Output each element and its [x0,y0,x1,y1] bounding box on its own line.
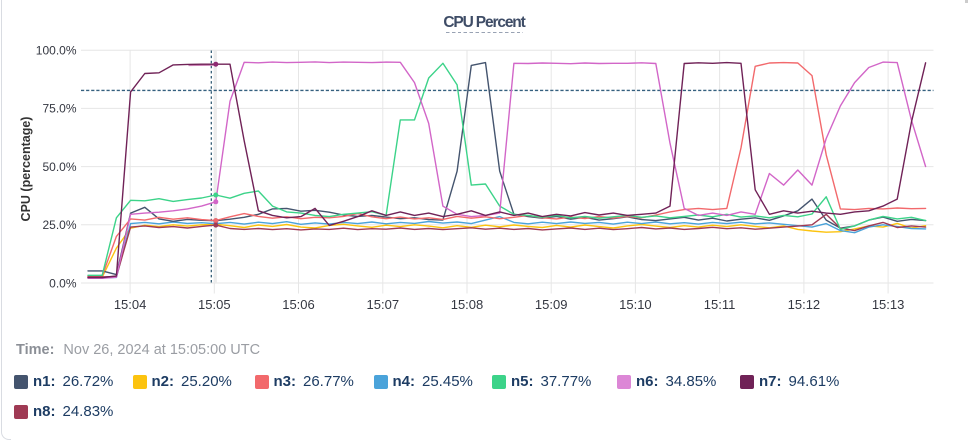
svg-text:100.0%: 100.0% [36,44,77,58]
svg-text:CPU (percentage): CPU (percentage) [19,117,33,222]
svg-text:15:06: 15:06 [282,297,315,312]
svg-text:25.0%: 25.0% [42,218,76,232]
svg-text:15:09: 15:09 [535,297,568,312]
svg-text:15:04: 15:04 [114,297,147,312]
svg-text:15:07: 15:07 [367,297,400,312]
svg-text:50.0%: 50.0% [42,160,76,174]
svg-text:15:11: 15:11 [704,297,736,312]
svg-text:0.0%: 0.0% [49,276,77,290]
svg-text:15:12: 15:12 [788,297,821,312]
svg-text:15:05: 15:05 [198,297,231,312]
svg-text:15:13: 15:13 [872,297,905,312]
svg-text:75.0%: 75.0% [42,102,76,116]
svg-text:15:08: 15:08 [451,297,484,312]
svg-text:15:10: 15:10 [619,297,652,312]
